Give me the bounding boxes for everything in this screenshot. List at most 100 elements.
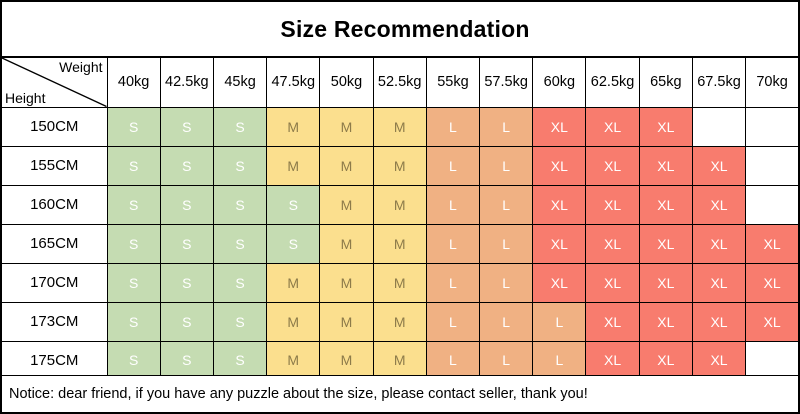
weight-axis-label: Weight <box>59 59 103 75</box>
weight-header-10: 65kg <box>638 56 693 108</box>
size-cell-175CM-55kg: L <box>425 340 481 381</box>
size-cell-175CM-70kg <box>745 340 800 381</box>
size-cell-150CM-65kg: XL <box>638 106 693 147</box>
size-cell-150CM-70kg <box>745 106 800 147</box>
size-cell-155CM-70kg <box>745 145 800 186</box>
height-header-4: 170CM <box>0 262 108 303</box>
size-cell-160CM-50kg: M <box>319 184 374 225</box>
table-row: 150CM S S S M M M L L XL XL XL <box>0 106 800 147</box>
table-header-row: Weight Height 40kg 42.5kg 45kg 47.5kg 50… <box>0 56 800 108</box>
size-cell-175CM-65kg: XL <box>638 340 693 381</box>
size-cell-170CM-60kg: XL <box>532 262 587 303</box>
size-cell-173CM-47.5kg: M <box>266 301 321 342</box>
height-header-6: 175CM <box>0 340 108 381</box>
height-axis-label: Height <box>5 89 46 106</box>
size-cell-160CM-67.5kg: XL <box>691 184 747 225</box>
size-cell-160CM-55kg: L <box>425 184 481 225</box>
size-cell-150CM-62.5kg: XL <box>585 106 640 147</box>
weight-header-11: 67.5kg <box>691 56 747 108</box>
size-cell-160CM-70kg <box>745 184 800 225</box>
size-cell-173CM-60kg: L <box>532 301 587 342</box>
size-cell-173CM-42.5kg: S <box>159 301 214 342</box>
size-cell-155CM-42.5kg: S <box>159 145 214 186</box>
size-cell-170CM-65kg: XL <box>638 262 693 303</box>
table-row: 173CM S S S M M M L L L XL XL XL XL <box>0 301 800 342</box>
diagonal-divider-icon <box>2 58 107 107</box>
size-cell-175CM-60kg: L <box>532 340 587 381</box>
size-cell-160CM-45kg: S <box>212 184 268 225</box>
table-row: 160CM S S S S M M L L XL XL XL XL <box>0 184 800 225</box>
weight-header-9: 62.5kg <box>585 56 640 108</box>
size-cell-170CM-42.5kg: S <box>159 262 214 303</box>
size-cell-175CM-67.5kg: XL <box>691 340 747 381</box>
size-cell-155CM-67.5kg: XL <box>691 145 747 186</box>
size-cell-165CM-67.5kg: XL <box>691 223 747 264</box>
table-body: 150CM S S S M M M L L XL XL XL 155CM S S S M M M L L XL XL XL XL… <box>0 106 800 381</box>
size-cell-165CM-55kg: L <box>425 223 481 264</box>
size-cell-155CM-65kg: XL <box>638 145 693 186</box>
size-cell-160CM-62.5kg: XL <box>585 184 640 225</box>
height-header-2: 160CM <box>0 184 108 225</box>
weight-header-5: 52.5kg <box>372 56 427 108</box>
weight-header-8: 60kg <box>532 56 587 108</box>
weight-header-12: 70kg <box>745 56 800 108</box>
size-cell-155CM-50kg: M <box>319 145 374 186</box>
size-cell-155CM-55kg: L <box>425 145 481 186</box>
table-row: 175CM S S S M M M L L L XL XL XL <box>0 340 800 381</box>
size-cell-173CM-55kg: L <box>425 301 481 342</box>
size-cell-173CM-45kg: S <box>212 301 268 342</box>
notice-text: Notice: dear friend, if you have any puz… <box>9 386 588 402</box>
size-cell-150CM-67.5kg <box>691 106 747 147</box>
size-cell-165CM-70kg: XL <box>745 223 800 264</box>
size-cell-160CM-60kg: XL <box>532 184 587 225</box>
weight-header-3: 47.5kg <box>266 56 321 108</box>
size-cell-160CM-65kg: XL <box>638 184 693 225</box>
height-header-3: 165CM <box>0 223 108 264</box>
weight-header-2: 45kg <box>212 56 268 108</box>
height-header-0: 150CM <box>0 106 108 147</box>
size-cell-175CM-57.5kg: L <box>479 340 534 381</box>
size-cell-165CM-47.5kg: S <box>266 223 321 264</box>
size-cell-150CM-45kg: S <box>212 106 268 147</box>
size-cell-173CM-57.5kg: L <box>479 301 534 342</box>
size-cell-155CM-45kg: S <box>212 145 268 186</box>
size-cell-170CM-47.5kg: M <box>266 262 321 303</box>
size-cell-173CM-70kg: XL <box>745 301 800 342</box>
table-row: 170CM S S S M M M L L XL XL XL XL XL <box>0 262 800 303</box>
size-cell-155CM-60kg: XL <box>532 145 587 186</box>
size-cell-150CM-57.5kg: L <box>479 106 534 147</box>
size-cell-175CM-62.5kg: XL <box>585 340 640 381</box>
size-cell-160CM-47.5kg: S <box>266 184 321 225</box>
size-cell-173CM-65kg: XL <box>638 301 693 342</box>
size-cell-173CM-52.5kg: M <box>372 301 427 342</box>
size-cell-170CM-52.5kg: M <box>372 262 427 303</box>
size-cell-155CM-52.5kg: M <box>372 145 427 186</box>
size-cell-165CM-52.5kg: M <box>372 223 427 264</box>
weight-header-1: 42.5kg <box>159 56 214 108</box>
height-header-1: 155CM <box>0 145 108 186</box>
size-cell-155CM-62.5kg: XL <box>585 145 640 186</box>
size-cell-170CM-57.5kg: L <box>479 262 534 303</box>
size-cell-155CM-57.5kg: L <box>479 145 534 186</box>
page-title: Size Recommendation <box>280 15 530 42</box>
size-cell-150CM-60kg: XL <box>532 106 587 147</box>
weight-header-7: 57.5kg <box>479 56 534 108</box>
size-cell-170CM-50kg: M <box>319 262 374 303</box>
size-cell-170CM-70kg: XL <box>745 262 800 303</box>
size-cell-173CM-62.5kg: XL <box>585 301 640 342</box>
size-cell-170CM-62.5kg: XL <box>585 262 640 303</box>
size-cell-150CM-42.5kg: S <box>159 106 214 147</box>
size-cell-150CM-40kg: S <box>106 106 161 147</box>
size-cell-160CM-42.5kg: S <box>159 184 214 225</box>
size-cell-170CM-55kg: L <box>425 262 481 303</box>
size-cell-165CM-57.5kg: L <box>479 223 534 264</box>
size-cell-150CM-55kg: L <box>425 106 481 147</box>
height-header-5: 173CM <box>0 301 108 342</box>
table-head: Weight Height 40kg 42.5kg 45kg 47.5kg 50… <box>0 56 800 108</box>
axis-corner-cell: Weight Height <box>0 56 108 108</box>
size-cell-165CM-50kg: M <box>319 223 374 264</box>
table-row: 165CM S S S S M M L L XL XL XL XL XL <box>0 223 800 264</box>
title-band: Size Recommendation <box>0 0 800 56</box>
size-cell-173CM-50kg: M <box>319 301 374 342</box>
